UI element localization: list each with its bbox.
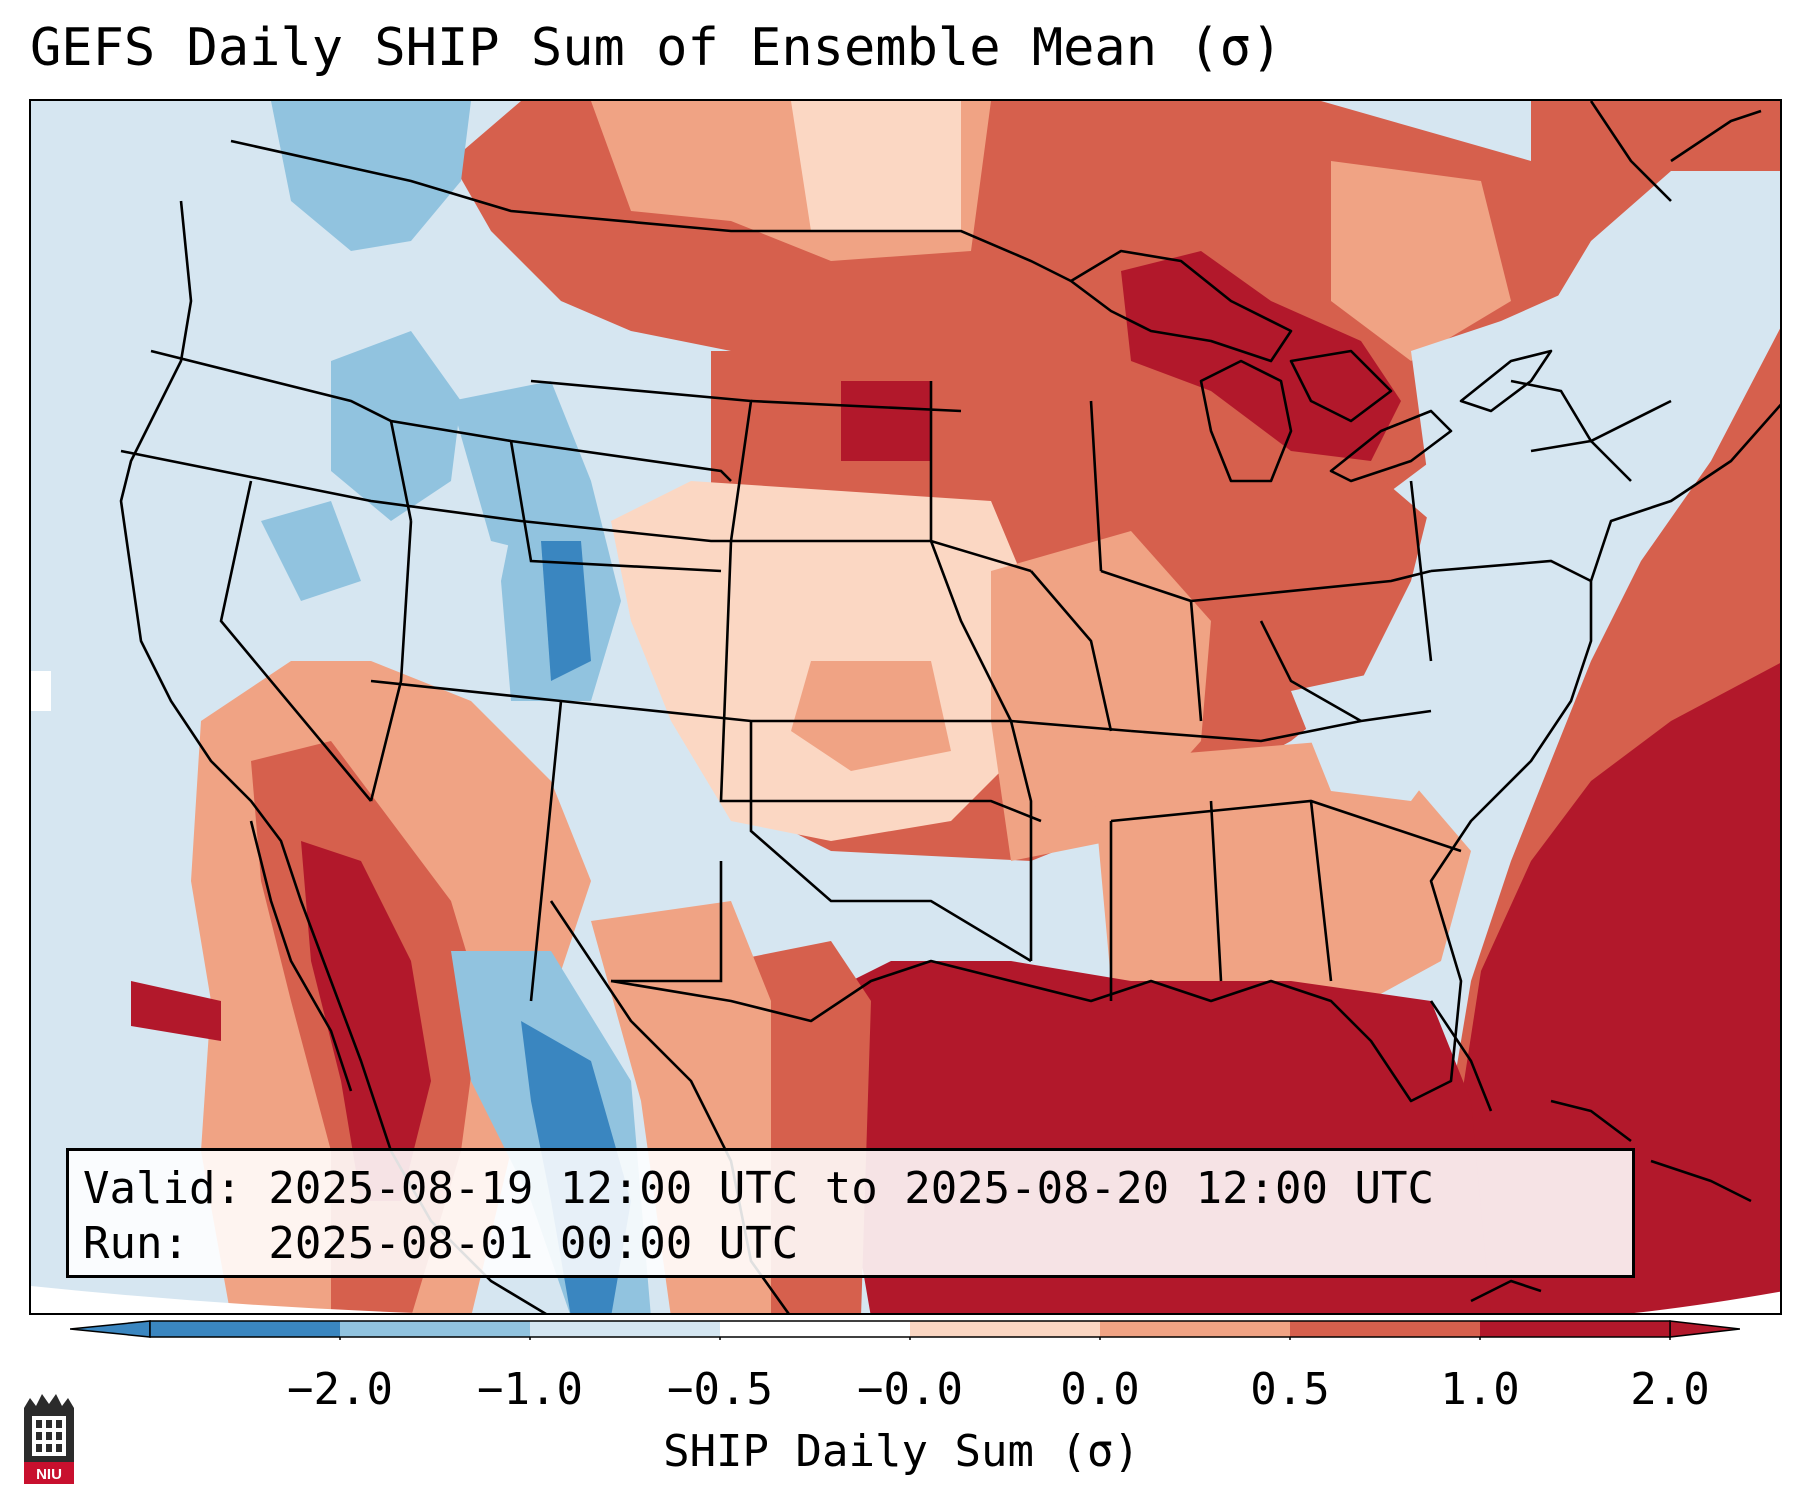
region-great-lakes-darkred xyxy=(1121,251,1401,461)
colorbar-tick-label: −1.0 xyxy=(477,1364,583,1415)
map-gap-west xyxy=(31,671,51,711)
region-sonora-darkred xyxy=(301,841,431,1201)
region-pacific-streak xyxy=(131,981,221,1041)
colorbar-segment xyxy=(340,1321,530,1337)
region-southeast-salmon xyxy=(1091,741,1471,1021)
borders xyxy=(120,139,1672,1002)
colorbar-segment xyxy=(1100,1321,1290,1337)
region-nw-blue xyxy=(271,101,471,251)
region-idaho-blue xyxy=(331,331,461,521)
map-panel xyxy=(29,99,1782,1315)
run-time-line: Run: 2025-08-01 00:00 UTC xyxy=(83,1218,799,1269)
colorbar-segment xyxy=(720,1321,910,1337)
colorbar-segment xyxy=(1480,1321,1670,1337)
colorbar-segment xyxy=(530,1321,720,1337)
map-corner-bottom-left xyxy=(31,1286,416,1313)
region-canada-peach xyxy=(791,101,961,231)
colorbar-segment xyxy=(150,1321,340,1337)
colorbar-extend-min xyxy=(70,1320,151,1338)
region-dakota-darkred xyxy=(841,381,931,461)
colorbar-tick-label: 0.5 xyxy=(1250,1364,1330,1415)
ship-anomaly-map xyxy=(31,101,1780,1313)
colorbar xyxy=(70,1320,1740,1340)
colorbar-segment xyxy=(1290,1321,1480,1337)
map-title: GEFS Daily SHIP Sum of Ensemble Mean (σ) xyxy=(30,18,1283,78)
region-colorado-darkblue xyxy=(541,541,591,681)
region-kansas-salmon xyxy=(791,661,951,771)
logo-text: NIU xyxy=(36,1466,62,1483)
colorbar-tick-label: −2.0 xyxy=(287,1364,393,1415)
colorbar-tick-label: −0.5 xyxy=(667,1364,773,1415)
region-carolinas-lightblue xyxy=(1291,661,1471,801)
colorbar-extend-max xyxy=(1669,1320,1740,1338)
colorbar-tick-label: 0.0 xyxy=(1060,1364,1140,1415)
region-northeast-lightblue xyxy=(1361,281,1711,701)
colorbar-tick-label: 2.0 xyxy=(1630,1364,1710,1415)
region-nevada-blue xyxy=(261,501,361,601)
map-corner-bottom-right xyxy=(1634,1291,1780,1313)
niu-logo: NIU xyxy=(24,1394,74,1484)
colorbar-segment xyxy=(910,1321,1100,1337)
colorbar-label: SHIP Daily Sum (σ) xyxy=(663,1426,1140,1477)
colorbar-tick-label: 1.0 xyxy=(1440,1364,1520,1415)
valid-run-info-box: Valid: 2025-08-19 12:00 UTC to 2025-08-2… xyxy=(66,1148,1635,1278)
valid-time-line: Valid: 2025-08-19 12:00 UTC to 2025-08-2… xyxy=(83,1163,1435,1214)
region-quebec-salmon xyxy=(1331,161,1511,361)
colorbar-tick-label: −0.0 xyxy=(857,1364,963,1415)
